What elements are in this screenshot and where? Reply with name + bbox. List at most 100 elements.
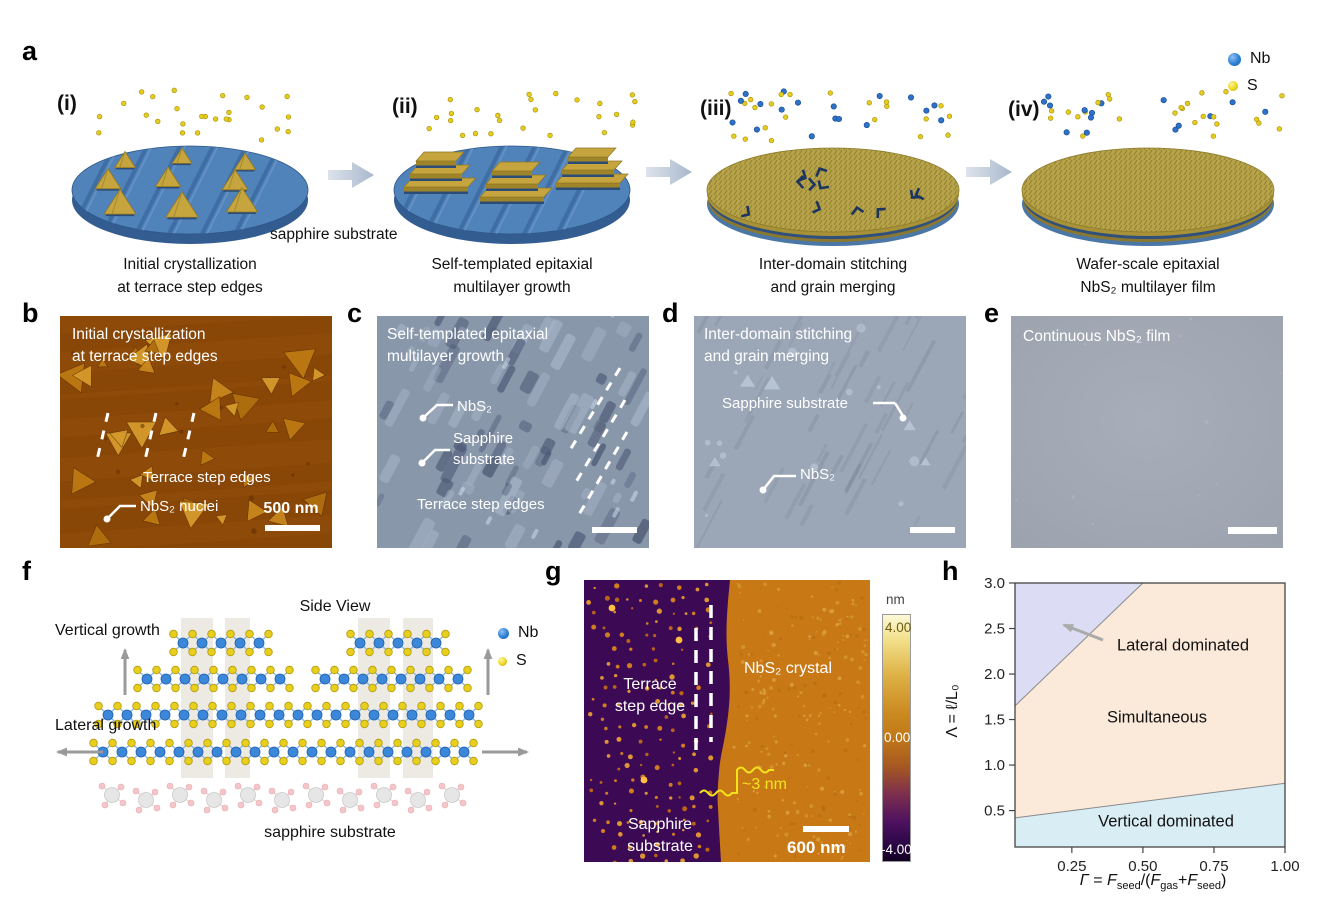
panel-b-micrograph-canvas (60, 316, 332, 548)
panel-d-label: d (662, 298, 679, 328)
terrace-step-edges-label: Terrace step edges (143, 469, 271, 486)
stage-ii: (ii) Self-templated epitaxial multilayer… (352, 85, 672, 330)
panel-g-micrograph-canvas (584, 580, 870, 862)
svg-text:0.50: 0.50 (1128, 858, 1157, 875)
panel-c-title: Self-templated epitaxial multilayer grow… (387, 326, 549, 365)
stage-iv-caption: Wafer-scale epitaxial NbS₂ multilayer fi… (1076, 256, 1220, 297)
panel-g-scale-text: 600 nm (787, 838, 846, 857)
svg-text:1.5: 1.5 (984, 712, 1005, 729)
stage-iii-wafer-illustration (706, 88, 960, 246)
panel-c-scale-bar (592, 527, 637, 533)
panel-f-legend-s-row: S (498, 652, 538, 670)
panel-b-scale-text: 500 nm (263, 500, 319, 517)
panel-g-afm-image: Terrace step edge NbS₂ crystal Sapphire … (584, 580, 870, 862)
svg-text:3.0: 3.0 (984, 575, 1005, 592)
panel-f-s-label: S (516, 652, 527, 669)
panel-d-title: Inter-domain stitching and grain merging (704, 326, 853, 365)
nbs2-crystal-label: NbS₂ crystal (744, 660, 833, 677)
panel-d-micrograph-canvas (694, 316, 966, 548)
svg-text:0.75: 0.75 (1199, 858, 1228, 875)
svg-text:1.0: 1.0 (984, 757, 1005, 774)
panel-c-label: c (347, 298, 363, 328)
panel-f-substrate-label: sapphire substrate (264, 824, 396, 841)
panel-b-title: Initial crystallization at terrace step … (72, 326, 218, 365)
panel-f-atoms-canvas (56, 618, 529, 814)
vertical-growth-label: Vertical growth (55, 622, 160, 639)
panel-g-scale-bar (803, 826, 849, 832)
colorbar-mid: 0.00 (884, 730, 911, 745)
stage-i-numeral: (i) (57, 92, 77, 115)
nb-atom-icon (498, 627, 509, 639)
nbs2-nuclei-label: NbS₂ nuclei (140, 498, 219, 515)
panel-f-diagram: Side View Vertical growth Lateral growth… (30, 572, 560, 872)
stage-iii-numeral: (iii) (700, 97, 732, 120)
svg-text:0.25: 0.25 (1057, 858, 1086, 875)
nb-atom-icon (1228, 52, 1241, 66)
panel-d-nbs2-label: NbS₂ (800, 466, 836, 483)
panel-d-optical-image: Inter-domain stitching and grain merging… (694, 316, 966, 548)
colorbar-min: -4.00 (881, 842, 912, 857)
panel-g-colorbar: nm 4.00 0.00 -4.00 (876, 592, 938, 868)
side-view-title: Side View (299, 598, 371, 615)
stage-ii-numeral: (ii) (392, 95, 418, 118)
stage-iv-wafer-illustration (1021, 89, 1285, 246)
svg-text:1.00: 1.00 (1270, 858, 1299, 875)
stage-ii-wafer-illustration (393, 90, 638, 244)
panel-a-label: a (22, 36, 38, 66)
s-legend-label: S (1247, 77, 1258, 94)
legend-nb-row: Nb (1228, 50, 1270, 68)
svg-text:2.0: 2.0 (984, 666, 1005, 683)
stage-ii-caption: Self-templated epitaxial multilayer grow… (431, 256, 593, 297)
region-simultaneous: Simultaneous (1107, 708, 1207, 727)
region-lateral-dominated: Lateral dominated (1116, 636, 1250, 655)
colorbar-unit: nm (886, 592, 905, 607)
stage-i: (i) Initial crystallization at terrace s… (30, 85, 350, 330)
panel-f-legend: Nb S (498, 624, 538, 679)
panel-f-nb-label: Nb (518, 624, 539, 641)
stage-iv-numeral: (iv) (1008, 98, 1040, 121)
panel-g-label: g (545, 556, 562, 586)
svg-text:0.5: 0.5 (984, 803, 1005, 820)
step-height-label: ~3 nm (742, 776, 787, 793)
panel-c-micrograph-canvas (377, 316, 649, 548)
terrace-step-edge-label: Terrace step edge (614, 676, 686, 716)
x-axis-label: Γ = Fseed/(Fgas+Fseed) (1079, 872, 1227, 893)
panel-h-chart-canvas: 0.25 0.50 0.75 1.00 0.5 1.0 1.5 2.0 2.5 3.0 (984, 575, 1299, 875)
panel-e-optical-image: Continuous NbS₂ film (1011, 316, 1283, 548)
stage-arrow-1 (328, 162, 374, 188)
sapphire-substrate-label: sapphire substrate (270, 226, 398, 243)
stage-i-wafer-illustration (71, 87, 309, 244)
panel-f-label: f (22, 556, 31, 586)
region-vertical-dominated: Vertical dominated (1098, 812, 1234, 831)
panel-h-label: h (942, 556, 959, 586)
panel-b-label: b (22, 298, 39, 328)
panel-c-nbs2-label: NbS₂ (457, 398, 493, 415)
panel-f-legend-nb-row: Nb (498, 624, 538, 642)
panel-d-scale-bar (910, 527, 955, 533)
panel-d-sapphire-label: Sapphire substrate (722, 395, 848, 412)
legend-s-row: S (1228, 77, 1270, 95)
stage-arrow-2 (646, 159, 692, 185)
panel-b-scale-bar (265, 525, 320, 531)
panel-c-sapphire-label: Sapphire substrate (453, 430, 515, 468)
panel-h-phase-diagram: 0.25 0.50 0.75 1.00 0.5 1.0 1.5 2.0 2.5 3.0 Later… (938, 560, 1340, 910)
colorbar-gradient (882, 614, 911, 862)
stage-i-caption: Initial crystallization at terrace step … (117, 256, 263, 297)
panel-e-scale-bar (1228, 527, 1277, 534)
nb-legend-label: Nb (1250, 50, 1271, 67)
stage-iii: (iii) Inter-domain stitching and grain m… (673, 85, 993, 330)
stage-iii-caption: Inter-domain stitching and grain merging (758, 256, 908, 297)
s-atom-icon (498, 656, 507, 666)
colorbar-max: 4.00 (885, 620, 912, 635)
lateral-growth-label: Lateral growth (55, 717, 157, 734)
stage-iv: (iv) Wafer-scale epitaxial NbS₂ multilay… (988, 85, 1308, 330)
y-axis-label: Λ = ℓ/L₀ (944, 684, 961, 738)
panel-e-title: Continuous NbS₂ film (1023, 328, 1171, 345)
s-atom-icon (1228, 81, 1238, 91)
svg-text:2.5: 2.5 (984, 621, 1005, 638)
atom-legend: Nb S (1228, 50, 1270, 104)
panel-b-afm-image: Initial crystallization at terrace step … (60, 316, 332, 548)
panel-c-terrace-label: Terrace step edges (417, 496, 545, 513)
panel-e-label: e (984, 298, 1000, 328)
